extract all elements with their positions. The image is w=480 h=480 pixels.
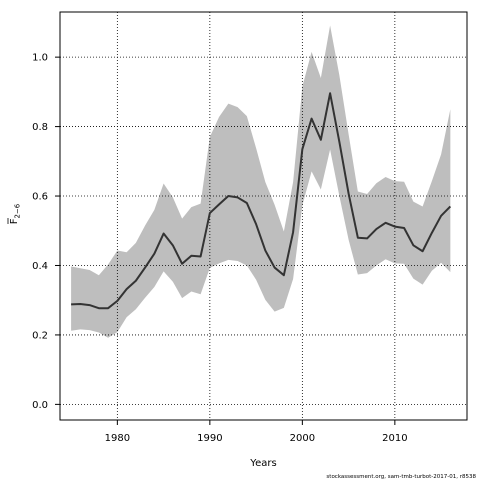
series-line xyxy=(71,92,452,310)
x-tick-label: 1990 xyxy=(197,433,222,444)
plot-frame xyxy=(59,11,468,421)
y-axis-title-main: F xyxy=(9,218,20,224)
footer-note: stockassessment.org, sam-tmb-turbot-2017… xyxy=(326,474,476,480)
y-tick-label: 0.2 xyxy=(32,330,48,341)
confidence-band-layer xyxy=(71,25,451,338)
y-tick-label: 1.0 xyxy=(32,53,48,64)
svg-text:F2−6: F2−6 xyxy=(9,203,22,224)
y-tick-label: 0.6 xyxy=(32,192,48,203)
y-tick-label: 0.4 xyxy=(32,261,48,272)
line-layer xyxy=(71,92,452,310)
confidence-band xyxy=(71,25,451,338)
x-axis: 1980 1990 2000 2010 xyxy=(105,420,408,444)
x-axis-title: Years xyxy=(249,458,276,469)
x-tick-label: 2000 xyxy=(290,433,315,444)
y-tick-label: 0.8 xyxy=(32,122,48,133)
y-axis: 0.0 0.2 0.4 0.6 0.8 1.0 xyxy=(32,53,60,411)
y-axis-title: F2−6 xyxy=(7,203,22,224)
x-tick-label: 2010 xyxy=(382,433,407,444)
y-axis-title-subscript: 2−6 xyxy=(14,203,22,218)
x-tick-label: 1980 xyxy=(105,433,130,444)
y-tick-label: 0.0 xyxy=(32,400,48,411)
